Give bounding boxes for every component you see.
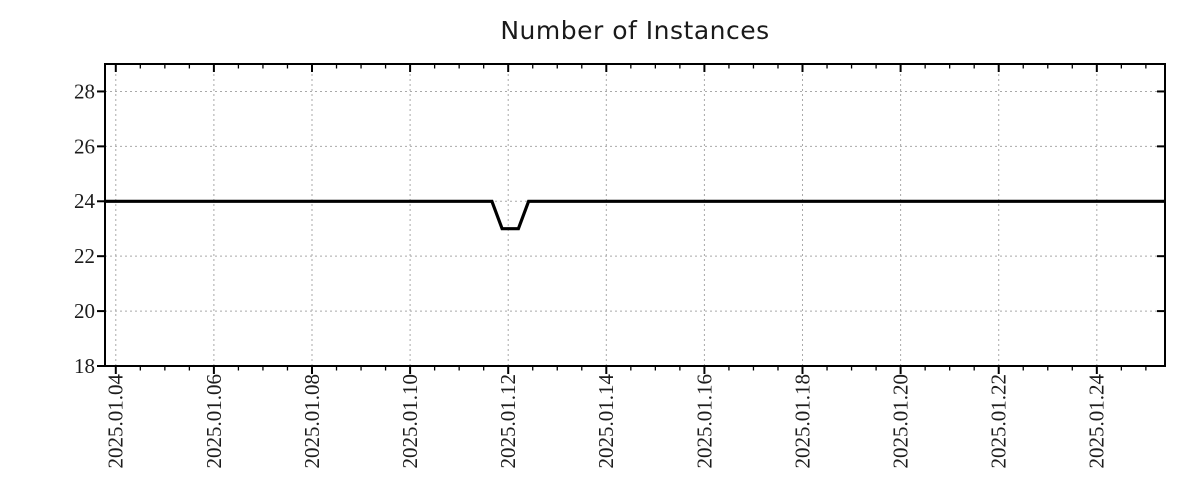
x-tick-label: 2025.01.12 — [496, 374, 520, 469]
y-tick-label: 22 — [74, 244, 95, 268]
x-tick-label: 2025.01.14 — [594, 374, 618, 469]
x-tick-label: 2025.01.08 — [300, 374, 324, 469]
y-tick-label: 20 — [74, 299, 95, 323]
x-tick-label: 2025.01.06 — [202, 374, 226, 469]
y-tick-label: 26 — [74, 134, 95, 158]
x-tick-label: 2025.01.16 — [692, 374, 716, 469]
y-tick-label: 18 — [74, 354, 95, 378]
x-tick-label: 2025.01.18 — [790, 374, 814, 469]
x-tick-label: 2025.01.22 — [987, 374, 1011, 469]
x-tick-label: 2025.01.10 — [398, 374, 422, 469]
y-tick-label: 28 — [74, 79, 95, 103]
y-tick-label: 24 — [74, 189, 96, 213]
chart-title: Number of Instances — [500, 16, 770, 45]
x-tick-label: 2025.01.20 — [889, 374, 913, 469]
data-series-line — [105, 199, 1165, 231]
x-tick-label: 2025.01.24 — [1085, 374, 1109, 469]
plot-border — [104, 63, 1166, 367]
x-tick-label: 2025.01.04 — [104, 374, 128, 469]
